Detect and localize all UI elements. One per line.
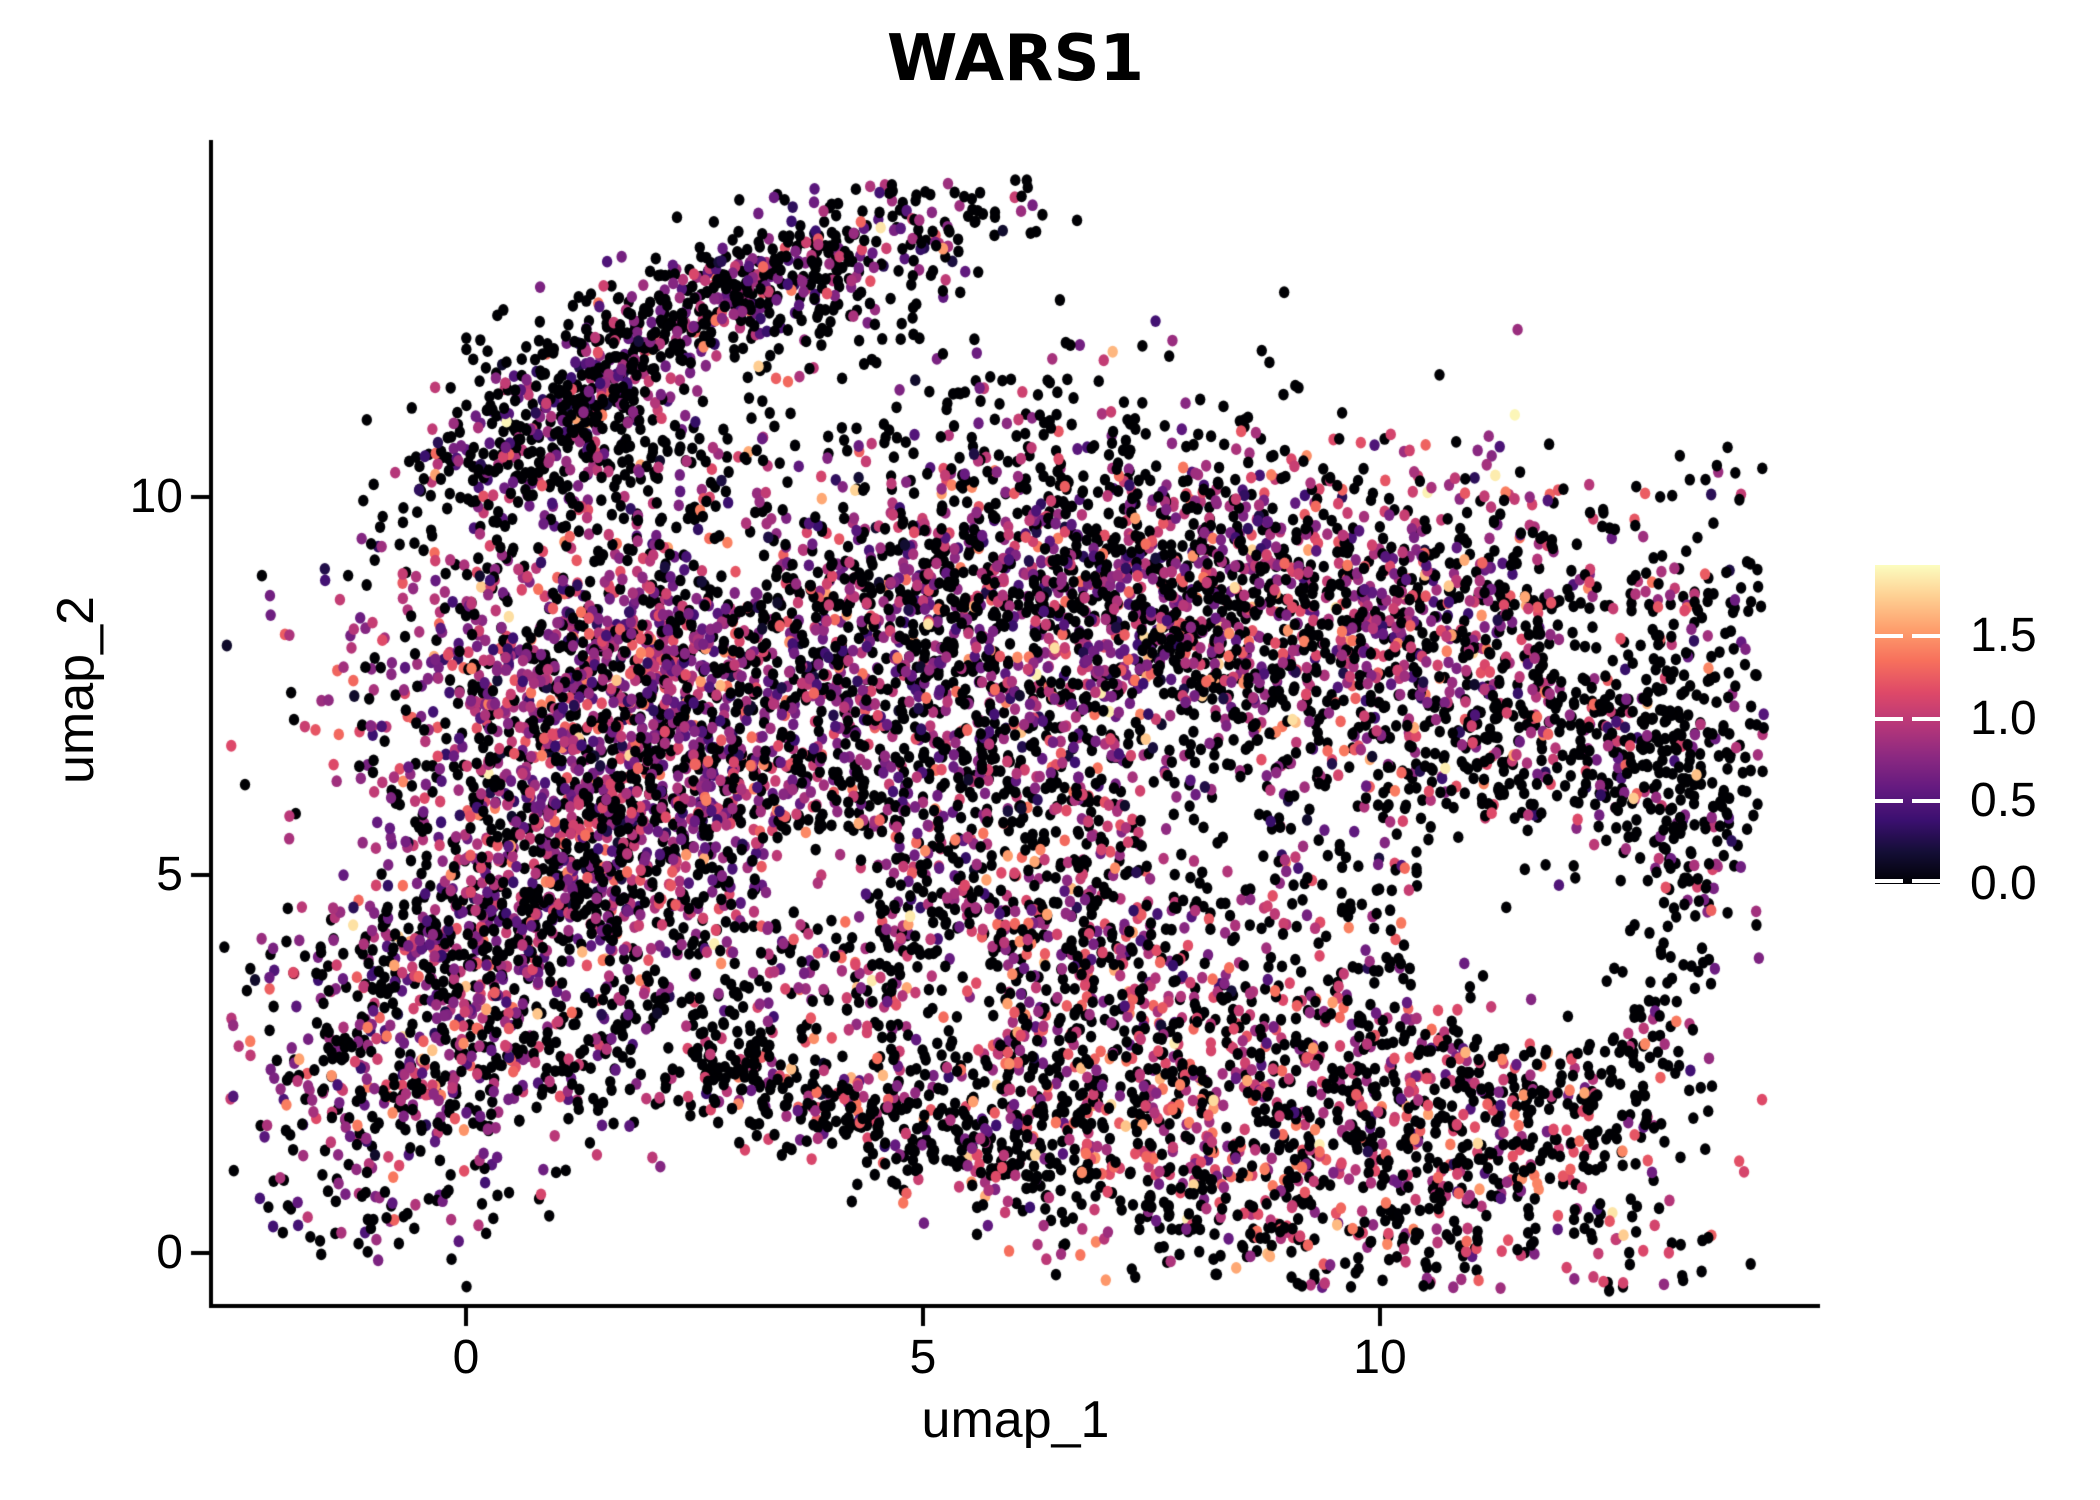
colorbar-gradient	[1875, 565, 1940, 884]
colorbar-tick	[1875, 634, 1903, 639]
colorbar-tick-label: 1.5	[1970, 609, 2037, 663]
colorbar-tick-label: 1.0	[1970, 691, 2037, 745]
x-tick-label: 10	[1353, 1331, 1407, 1384]
colorbar-tick-label: 0.0	[1970, 857, 2037, 910]
colorbar-tick	[1912, 879, 1940, 883]
colorbar-tick	[1912, 716, 1940, 721]
x-axis-label: umap_1	[921, 1391, 1110, 1449]
colorbar-tick	[1875, 716, 1903, 721]
colorbar-tick-label: 0.5	[1970, 774, 2037, 828]
x-tick-label: 5	[909, 1331, 937, 1384]
plot-title: WARS1	[886, 22, 1145, 96]
colorbar	[1875, 565, 1940, 884]
colorbar-tick	[1875, 879, 1903, 883]
colorbar-tick	[1912, 799, 1940, 804]
colorbar-tick	[1875, 799, 1903, 804]
y-tick-label: 10	[129, 470, 183, 523]
y-axis-label: umap_2	[47, 596, 105, 784]
y-tick-label: 0	[156, 1226, 183, 1279]
x-tick-label: 0	[452, 1331, 480, 1384]
colorbar-tick	[1912, 634, 1940, 639]
y-tick-label: 5	[156, 848, 183, 901]
